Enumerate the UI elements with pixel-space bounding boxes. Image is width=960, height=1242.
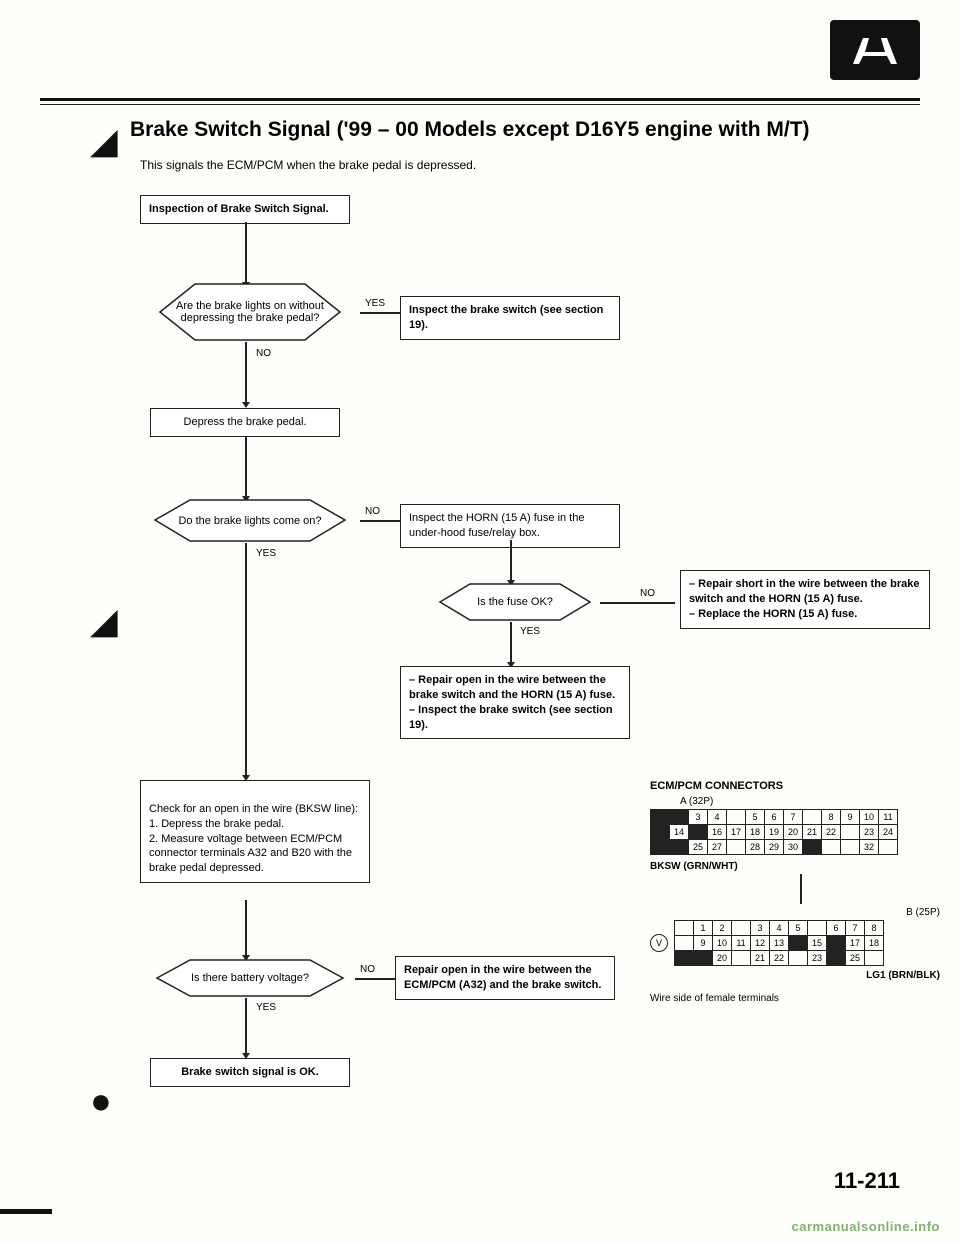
result-ok: Brake switch signal is OK. (150, 1058, 350, 1087)
step-check-open: Check for an open in the wire (BKSW line… (140, 780, 370, 883)
label-no: NO (640, 588, 655, 599)
connector-a-label: A (32P) (680, 796, 940, 807)
connector-diagram: ECM/PCM CONNECTORS A (32P) 34567891011 1… (650, 780, 940, 1004)
connector-line (800, 874, 802, 904)
result-repair-short: – Repair short in the wire between the b… (680, 570, 930, 629)
decision-text: Do the brake lights come on? (162, 515, 338, 527)
decision-text: Are the brake lights on without depressi… (162, 300, 338, 324)
connectors-header: ECM/PCM CONNECTORS (650, 780, 940, 792)
connector-b-grid: 12345678 910111213151718 2021222325 (674, 920, 884, 966)
label-yes: YES (256, 1002, 276, 1013)
step-depress-pedal: Depress the brake pedal. (150, 408, 340, 437)
connector-line (245, 222, 247, 282)
connector-line (245, 998, 247, 1053)
voltmeter-icon: V (650, 934, 668, 952)
decision-text: Is there battery voltage? (166, 972, 334, 984)
connector-line (360, 312, 400, 314)
label-yes: YES (365, 298, 385, 309)
label-no: NO (365, 506, 380, 517)
connector-line (245, 900, 247, 955)
decision-battery-voltage: Is there battery voltage? (145, 958, 355, 998)
connector-lg1-label: LG1 (BRN/BLK) (650, 970, 940, 981)
margin-mark-icon: ● (90, 1080, 130, 1122)
rule-top-thin (40, 104, 920, 105)
label-no: NO (256, 348, 271, 359)
page-subtitle: This signals the ECM/PCM when the brake … (140, 158, 476, 172)
rule-top (40, 98, 920, 101)
label-yes: YES (520, 626, 540, 637)
connector-bksw-label: BKSW (GRN/WHT) (650, 861, 940, 872)
connector-line (510, 540, 512, 580)
result-repair-open-horn: – Repair open in the wire between the br… (400, 666, 630, 739)
connector-line (245, 436, 247, 496)
margin-bar (0, 1209, 52, 1214)
connector-a-grid: 34567891011 14161718192021222324 2527282… (650, 809, 898, 855)
label-no: NO (360, 964, 375, 975)
page-title: Brake Switch Signal ('99 – 00 Models exc… (130, 118, 810, 142)
connector-note: Wire side of female terminals (650, 993, 940, 1004)
margin-mark-icon: ◢ (90, 600, 130, 642)
page-number: 11-211 (834, 1168, 900, 1194)
decision-fuse-ok: Is the fuse OK? (430, 582, 600, 622)
result-repair-open-ecm: Repair open in the wire between the ECM/… (395, 956, 615, 1000)
page: ◢ ◢ ● Brake Switch Signal ('99 – 00 Mode… (0, 0, 960, 1242)
margin-mark-icon: ◢ (90, 120, 130, 162)
brand-icon (830, 20, 920, 80)
connector-b-label: B (25P) (650, 907, 940, 918)
decision-lights-come-on: Do the brake lights come on? (140, 498, 360, 543)
connector-line (245, 543, 247, 775)
connector-line (245, 342, 247, 402)
decision-text: Is the fuse OK? (447, 596, 583, 608)
connector-line (510, 622, 512, 662)
watermark: carmanualsonline.info (792, 1219, 940, 1234)
step-inspection: Inspection of Brake Switch Signal. (140, 195, 350, 224)
connector-line (600, 602, 675, 604)
decision-brake-lights-on: Are the brake lights on without depressi… (140, 282, 360, 342)
connector-line (355, 978, 395, 980)
result-inspect-switch: Inspect the brake switch (see section 19… (400, 296, 620, 340)
label-yes: YES (256, 548, 276, 559)
step-check-open-text: Check for an open in the wire (BKSW line… (149, 803, 358, 874)
connector-line (360, 520, 400, 522)
